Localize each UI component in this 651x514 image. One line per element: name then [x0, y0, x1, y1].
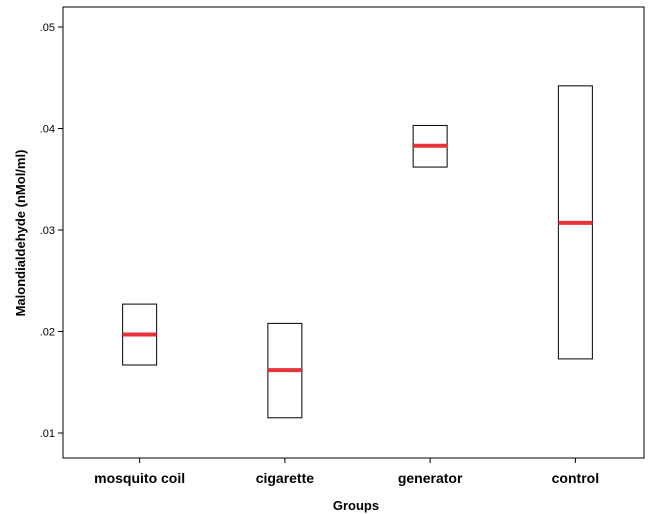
y-tick-label: .03	[40, 225, 55, 237]
x-tick-label: generator	[398, 470, 463, 486]
x-axis-title: Groups	[333, 498, 379, 513]
box-cigarette	[267, 322, 303, 419]
y-tick-label: .05	[40, 22, 55, 34]
box-generator	[412, 124, 448, 168]
x-tick-label: cigarette	[256, 470, 315, 486]
box-control	[557, 85, 593, 360]
y-tick-label: .04	[40, 124, 55, 136]
box-mosquito-coil	[122, 303, 158, 366]
boxes-layer	[122, 85, 593, 419]
y-axis-title: Malondialdehyde (nMol/ml)	[13, 150, 28, 317]
y-tick-label: .01	[40, 428, 55, 440]
y-axis: .01 .02 .03 .04 .05	[40, 22, 63, 440]
x-tick-label: control	[552, 470, 599, 486]
y-tick-label: .02	[40, 327, 55, 339]
plot-frame	[62, 6, 645, 459]
x-axis: mosquito coil cigarette generator control	[94, 458, 599, 486]
x-tick-label: mosquito coil	[94, 470, 185, 486]
